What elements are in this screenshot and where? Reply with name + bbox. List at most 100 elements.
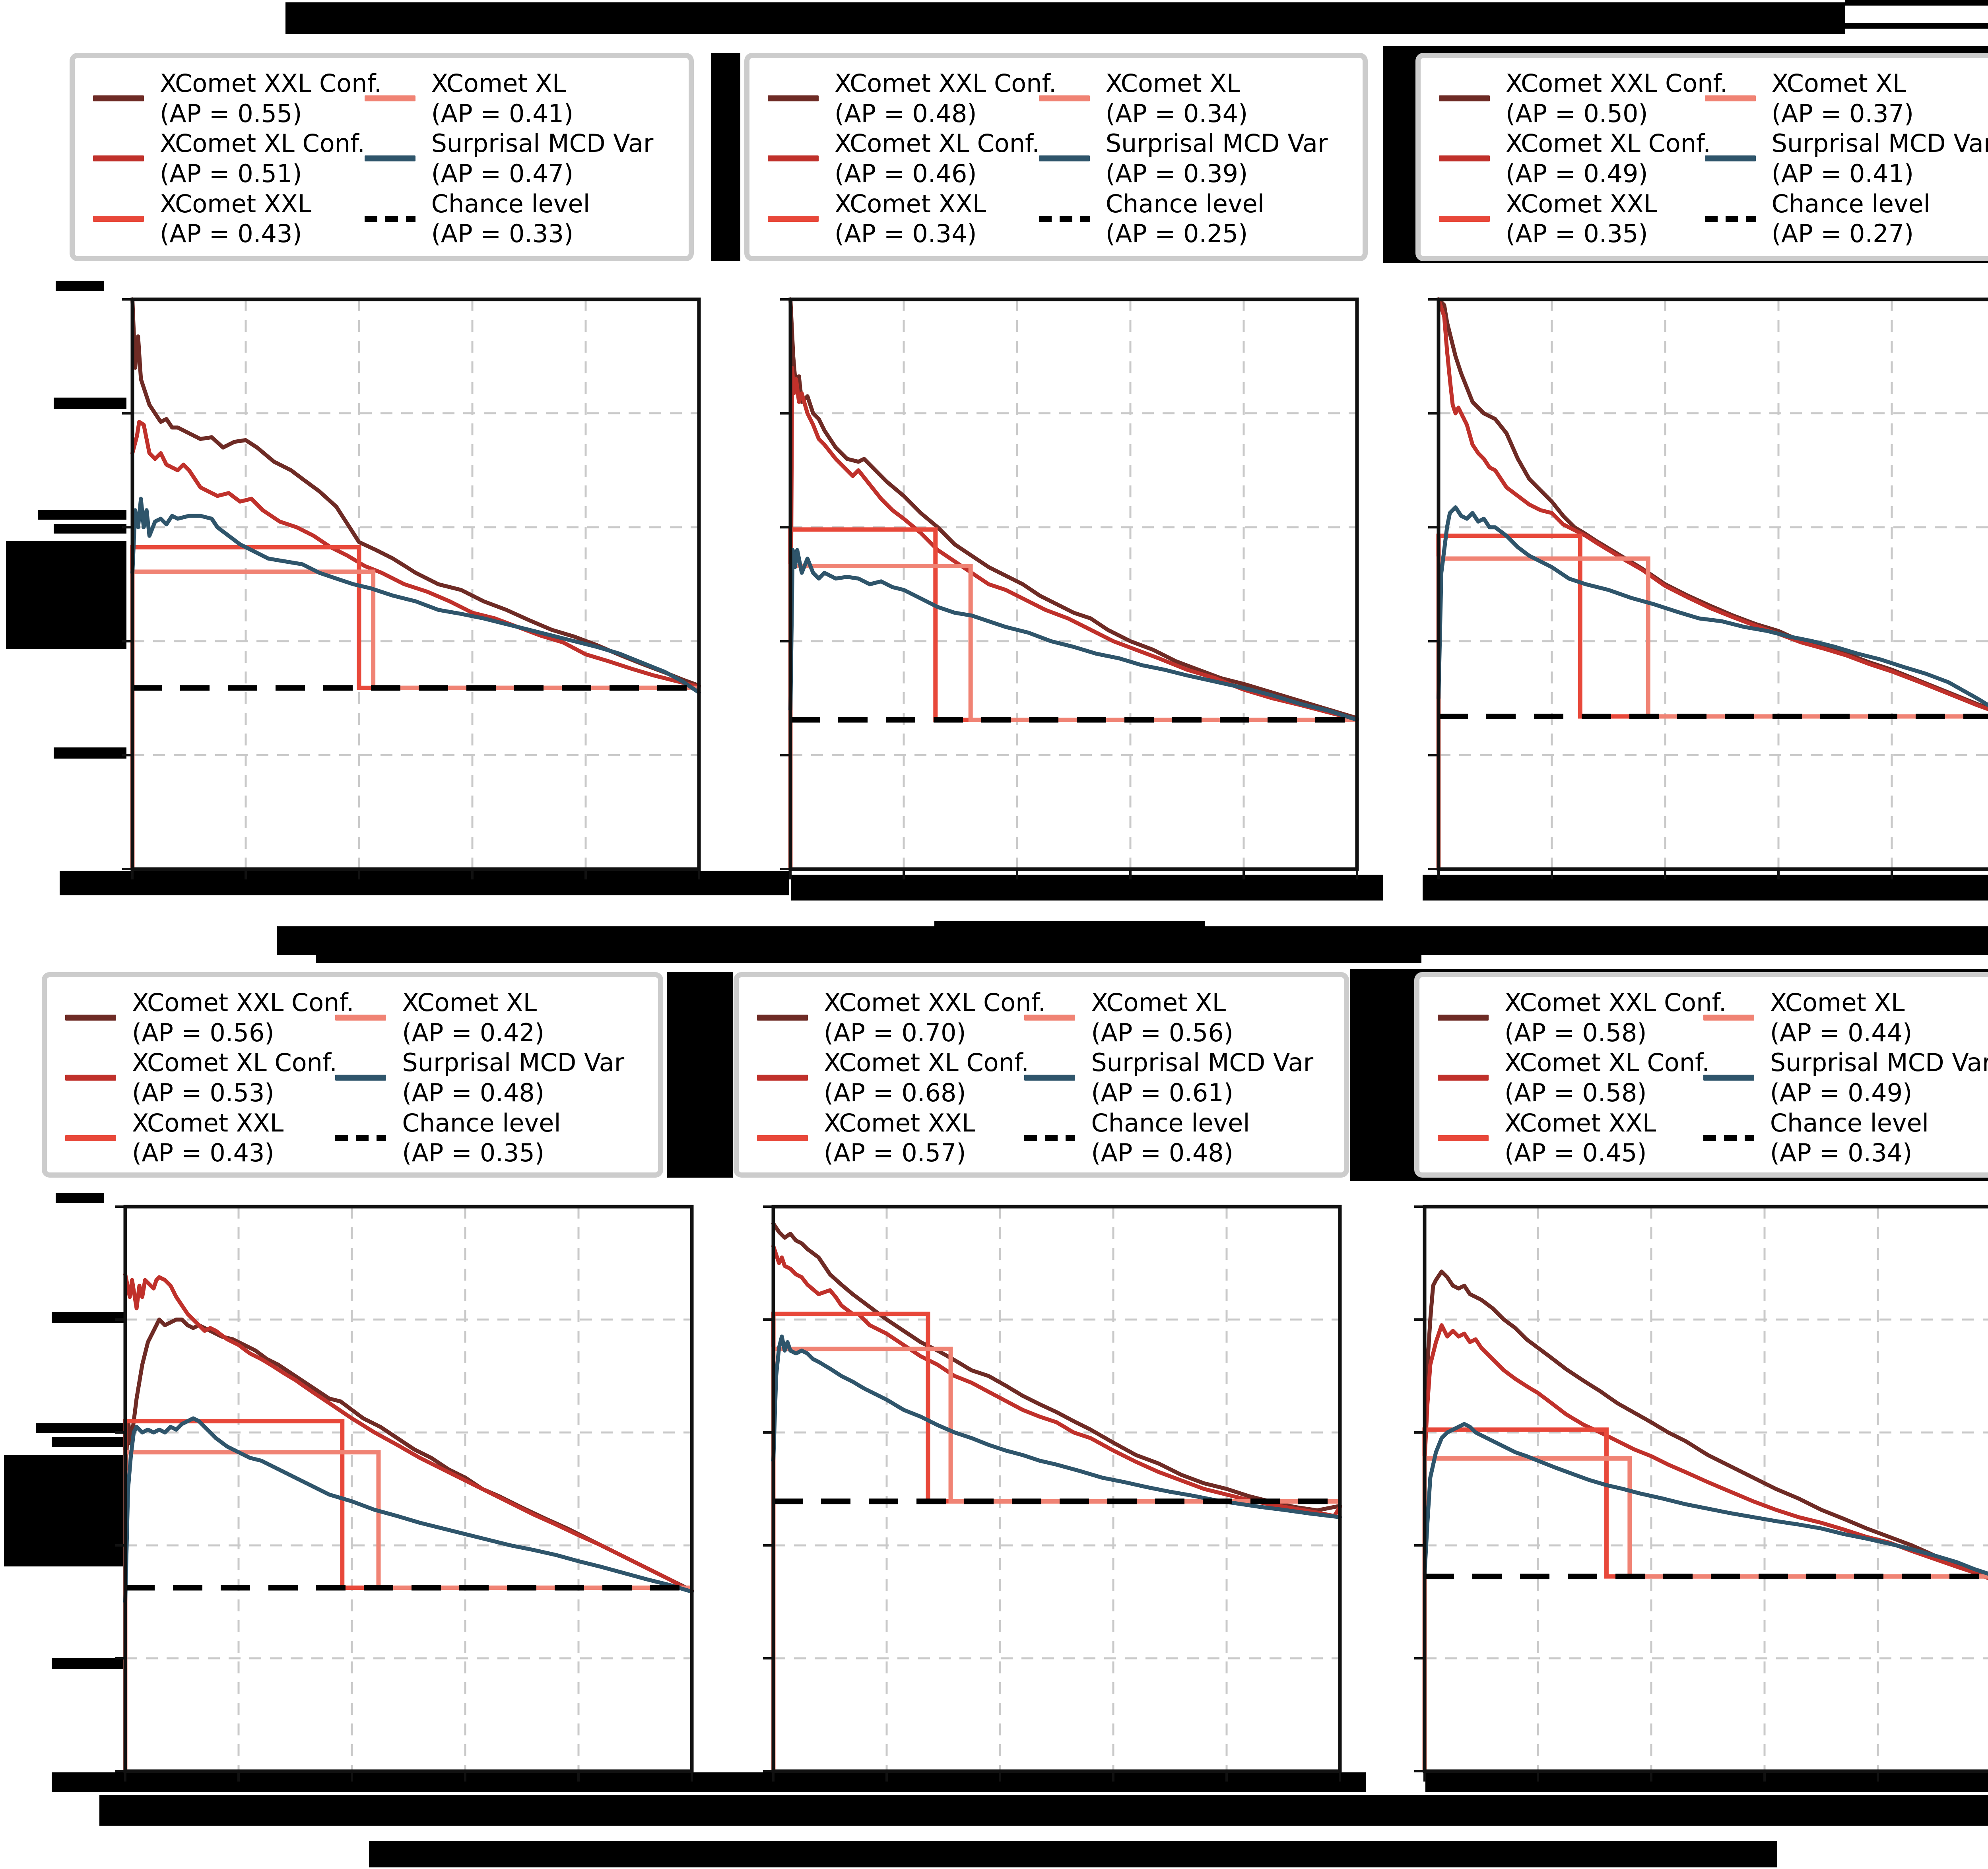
legend-item-chance: Chance level (AP = 0.34) — [1703, 1108, 1988, 1168]
legend-label: XComet XL (AP = 0.34) — [1106, 68, 1248, 128]
legend-ap-value: (AP = 0.55) — [160, 99, 302, 128]
legend-label: XComet XXL (AP = 0.43) — [160, 189, 311, 249]
legend-item-chance: Chance level (AP = 0.48) — [1024, 1108, 1332, 1168]
legend-item-surprisal_mcd_var: Surprisal MCD Var (AP = 0.47) — [364, 128, 677, 188]
line-swatch-icon — [1439, 155, 1490, 162]
legend-series-name: XComet XXL Conf. — [160, 69, 382, 98]
legend-label: XComet XXL Conf. (AP = 0.55) — [160, 68, 382, 128]
legend-item-xcomet_xxl: XComet XXL (AP = 0.43) — [93, 189, 365, 249]
redacted-text-row1-suptitle-strip-b — [1845, 23, 1988, 29]
curve-xcomet-xxl-conf — [1423, 1269, 1988, 1578]
legend-label: XComet XL Conf. (AP = 0.46) — [835, 128, 1040, 188]
plot-frame — [771, 1205, 1342, 1773]
redacted-text-row2-ytick-0.2 — [52, 1658, 125, 1669]
legend-label: XComet XL Conf. (AP = 0.58) — [1505, 1048, 1710, 1108]
legend-series-name: Surprisal MCD Var — [431, 129, 654, 158]
pr-plot-5 — [763, 1205, 1342, 1782]
legend-series-name: Chance level — [1771, 189, 1930, 218]
dashed-line-swatch-icon — [1705, 215, 1756, 222]
legend-label: Surprisal MCD Var (AP = 0.47) — [431, 128, 654, 188]
legend-item-chance: Chance level (AP = 0.35) — [335, 1108, 646, 1168]
curve-xcomet-xl-conf — [788, 366, 1359, 722]
legend-series-name: Chance level — [402, 1108, 561, 1137]
legend-item-xcomet_xl_conf: XComet XL Conf. (AP = 0.46) — [768, 128, 1040, 188]
legend-ap-value: (AP = 0.58) — [1505, 1018, 1647, 1047]
legend-ap-value: (AP = 0.35) — [1506, 219, 1648, 248]
legend-series-name: Surprisal MCD Var — [402, 1048, 625, 1077]
line-swatch-icon — [1438, 1015, 1489, 1021]
redacted-text-row1-xlabel — [934, 921, 1205, 927]
legend-ap-value: (AP = 0.51) — [160, 159, 302, 188]
legend-series-name: Chance level — [1091, 1108, 1250, 1137]
legend-series-name: XComet XL Conf. — [835, 129, 1040, 158]
legend-series-name: XComet XXL Conf. — [1505, 988, 1727, 1017]
legend-ap-value: (AP = 0.45) — [1505, 1138, 1647, 1168]
legend-series-name: XComet XXL — [824, 1108, 976, 1137]
dashed-line-swatch-icon — [1024, 1135, 1076, 1141]
plot-frame — [130, 297, 701, 871]
legend-label: Chance level (AP = 0.35) — [402, 1108, 561, 1168]
legend-ap-value: (AP = 0.50) — [1506, 99, 1648, 128]
redacted-text-row2-ytick-1.0 — [56, 1193, 104, 1203]
legend-label: XComet XXL Conf. (AP = 0.70) — [824, 988, 1046, 1048]
curve-xcomet-xl-conf — [130, 420, 701, 689]
legend-item-xcomet_xxl_conf: XComet XXL Conf. (AP = 0.48) — [768, 68, 1056, 128]
legend-label: XComet XXL Conf. (AP = 0.48) — [835, 68, 1056, 128]
redacted-text-row2-subtitle-2 — [667, 972, 733, 1178]
legend-item-surprisal_mcd_var: Surprisal MCD Var (AP = 0.61) — [1024, 1048, 1332, 1108]
line-swatch-icon — [1703, 1075, 1754, 1081]
pr-plot-1 — [122, 297, 701, 879]
curve-xcomet-xxl-conf — [771, 1221, 1342, 1512]
line-swatch-icon — [1024, 1015, 1076, 1021]
line-swatch-icon — [1705, 155, 1756, 162]
dashed-line-swatch-icon — [364, 215, 415, 222]
redacted-text-row2-xlabel-band — [99, 1795, 1988, 1826]
legend-ap-value: (AP = 0.27) — [1771, 219, 1914, 248]
legend-ap-value: (AP = 0.43) — [160, 219, 302, 248]
curve-surprisal-mcd-var — [1437, 505, 1988, 707]
legend-ap-value: (AP = 0.43) — [132, 1138, 274, 1168]
legend-series-name: Chance level — [1105, 189, 1264, 218]
legend-item-xcomet_xl_conf: XComet XL Conf. (AP = 0.58) — [1438, 1048, 1710, 1108]
curve-xcomet-xl-conf — [1437, 297, 1988, 711]
legend-item-xcomet_xxl_conf: XComet XXL Conf. (AP = 0.55) — [93, 68, 382, 128]
legend-item-xcomet_xxl: XComet XXL (AP = 0.34) — [768, 189, 1039, 249]
redacted-text-row1-xticks-p2 — [791, 875, 1383, 901]
curve-surprisal-mcd-var — [123, 1416, 694, 1604]
redacted-text-row1-suptitle — [285, 2, 1845, 34]
curve-xcomet-xxl-conf — [788, 297, 1359, 720]
legend-ap-value: (AP = 0.57) — [824, 1138, 966, 1168]
redacted-text-row1-ylabel-block — [6, 541, 126, 649]
line-swatch-icon — [1703, 1015, 1754, 1021]
legend-item-xcomet_xl_conf: XComet XL Conf. (AP = 0.53) — [65, 1048, 337, 1108]
legend-label: XComet XL Conf. (AP = 0.53) — [132, 1048, 337, 1108]
plot-frame — [123, 1205, 694, 1773]
legend-label: XComet XXL (AP = 0.34) — [835, 189, 986, 249]
redacted-text-row2-ytick-0.8 — [52, 1312, 125, 1323]
legend-item-xcomet_xxl_conf: XComet XXL Conf. (AP = 0.56) — [65, 988, 354, 1048]
legend-ap-value: (AP = 0.56) — [1091, 1018, 1233, 1047]
line-swatch-icon — [768, 215, 819, 222]
legend-ap-value: (AP = 0.46) — [835, 159, 977, 188]
legend-ap-value: (AP = 0.70) — [824, 1018, 966, 1047]
line-swatch-icon — [768, 95, 819, 102]
line-swatch-icon — [65, 1135, 116, 1141]
line-swatch-icon — [757, 1135, 808, 1141]
legend-series-name: Chance level — [431, 189, 590, 218]
legend-series-name: XComet XL Conf. — [160, 129, 365, 158]
line-swatch-icon — [335, 1015, 386, 1021]
curve-surprisal-mcd-var — [771, 1334, 1342, 1519]
legend-ap-value: (AP = 0.41) — [1771, 159, 1914, 188]
line-swatch-icon — [1438, 1075, 1489, 1081]
line-swatch-icon — [364, 95, 415, 102]
legend-series-name: XComet XL Conf. — [132, 1048, 338, 1077]
redacted-text-row2-suptitle-main — [277, 926, 1988, 955]
legend-label: Chance level (AP = 0.27) — [1772, 189, 1930, 249]
redacted-text-row2-ytick-0.6a — [36, 1423, 126, 1433]
legend-item-xcomet_xl: XComet XL (AP = 0.42) — [335, 988, 646, 1048]
legend-label: Chance level (AP = 0.34) — [1770, 1108, 1929, 1168]
curve-surprisal-mcd-var — [788, 548, 1359, 722]
legend-item-chance: Chance level (AP = 0.25) — [1039, 189, 1351, 249]
redacted-text-row2-suptitle-sub — [316, 954, 1421, 963]
legend-label: XComet XXL (AP = 0.43) — [132, 1108, 283, 1168]
